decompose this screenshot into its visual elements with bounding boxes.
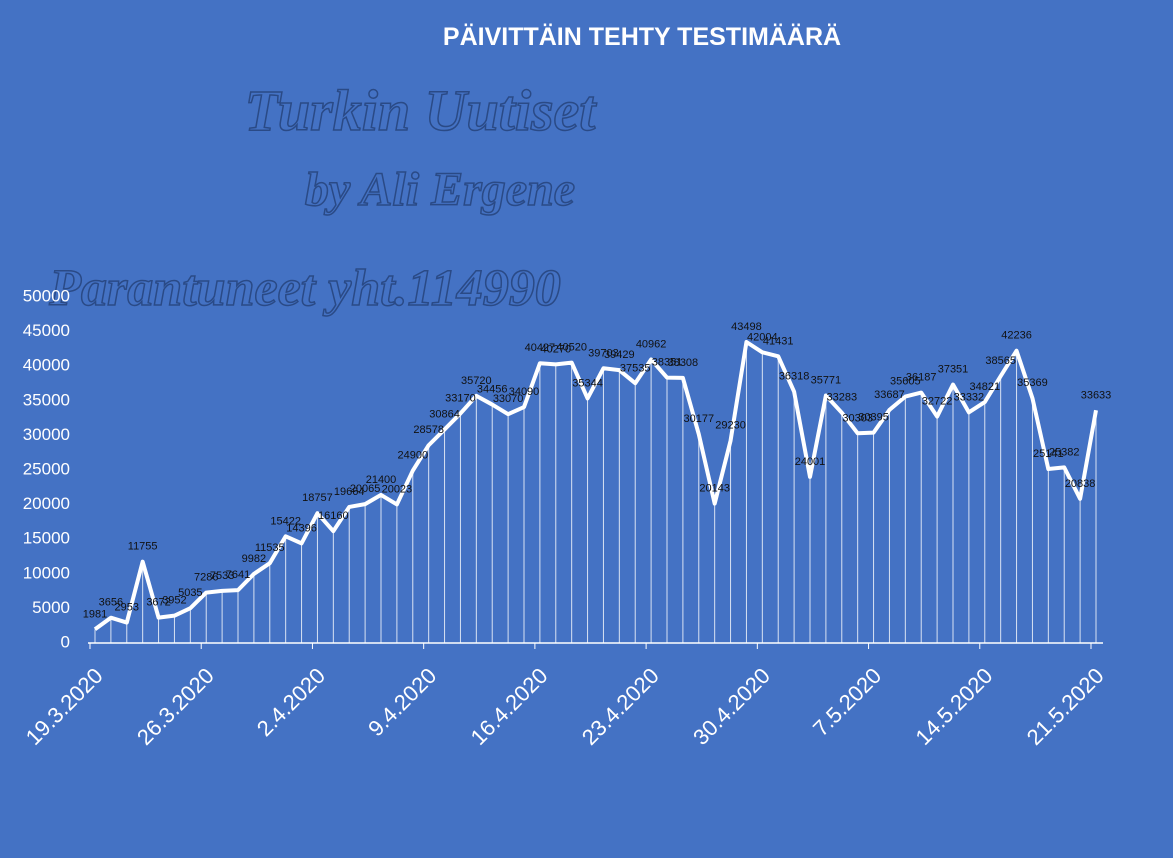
data-label: 38565 [985,355,1016,367]
data-label: 40270 [540,343,571,355]
data-label: 36318 [779,371,810,383]
data-label: 30303 [842,412,873,424]
data-label: 37351 [938,364,969,376]
y-tick-label: 25000 [23,459,70,478]
data-label: 34090 [509,386,540,398]
data-label: 35369 [1017,377,1048,389]
data-label: 19664 [334,486,365,498]
data-label: 38351 [652,357,683,369]
y-tick-label: 5000 [32,598,70,617]
data-label: 20065 [350,483,381,495]
data-label: 34821 [969,381,1000,393]
chart-title: PÄIVITTÄIN TEHTY TESTIMÄÄRÄ [443,23,841,51]
data-label: 7286 [194,572,218,584]
data-label: 41431 [763,335,794,347]
data-label: 20023 [382,483,413,495]
data-label: 18757 [302,492,333,504]
data-label: 20143 [699,483,730,495]
data-label: 30395 [858,412,889,424]
data-label: 33633 [1081,389,1112,401]
data-label: 33170 [445,392,476,404]
data-label: 30177 [683,413,714,425]
data-label: 34456 [477,384,508,396]
data-label: 35720 [461,375,492,387]
y-tick-label: 50000 [23,286,70,305]
data-label: 32722 [922,396,953,408]
data-label: 16160 [318,510,349,522]
watermark: Parantuneet yht.114990 [48,260,560,317]
y-tick-label: 0 [61,632,70,651]
data-label: 7641 [226,569,250,581]
data-label: 3656 [99,597,123,609]
data-label: 38308 [668,357,699,369]
data-label: 30864 [429,408,460,420]
data-label: 15422 [270,515,301,527]
data-label: 39429 [604,349,635,361]
data-label: 33687 [874,389,905,401]
data-label: 24900 [397,450,428,462]
y-tick-label: 10000 [23,563,70,582]
data-label: 25141 [1033,448,1064,460]
y-tick-label: 45000 [23,321,70,340]
data-label: 35771 [811,374,842,386]
data-label: 42004 [747,331,778,343]
y-tick-label: 40000 [23,356,70,375]
data-label: 11535 [255,542,285,554]
data-label: 3672 [146,597,170,609]
data-label: 1981 [83,608,107,620]
data-label: 37535 [620,362,651,374]
data-label: 9982 [242,553,266,565]
data-label: 43498 [731,321,762,333]
y-tick-label: 35000 [23,390,70,409]
data-label: 40962 [636,339,667,351]
data-label: 24001 [795,456,826,468]
data-label: 7533 [210,570,234,582]
data-label: 36187 [906,372,937,384]
data-label: 2953 [115,602,139,614]
data-label: 40427 [525,342,556,354]
data-label: 20838 [1065,478,1096,490]
data-label: 3952 [162,595,186,607]
watermark: Turkin Uutiset [245,78,598,143]
data-label: 25382 [1049,446,1080,458]
data-label: 40520 [556,342,587,354]
data-label: 14396 [286,522,317,534]
data-label: 39703 [588,347,619,359]
data-label: 21400 [366,474,397,486]
data-label: 33283 [826,392,857,404]
data-label: 11755 [128,541,158,553]
y-tick-label: 15000 [23,529,70,548]
data-label: 42236 [1001,330,1032,342]
data-label: 28578 [413,424,444,436]
watermark: by Ali Ergene [305,163,575,216]
data-label: 33070 [493,393,524,405]
series-line [93,339,1098,631]
y-tick-label: 30000 [23,425,70,444]
y-tick-label: 20000 [23,494,70,513]
data-label: 29230 [715,420,746,432]
data-label: 35344 [572,377,603,389]
data-label: 35605 [890,376,921,388]
data-label: 5035 [178,587,202,599]
data-label: 33332 [954,391,985,403]
